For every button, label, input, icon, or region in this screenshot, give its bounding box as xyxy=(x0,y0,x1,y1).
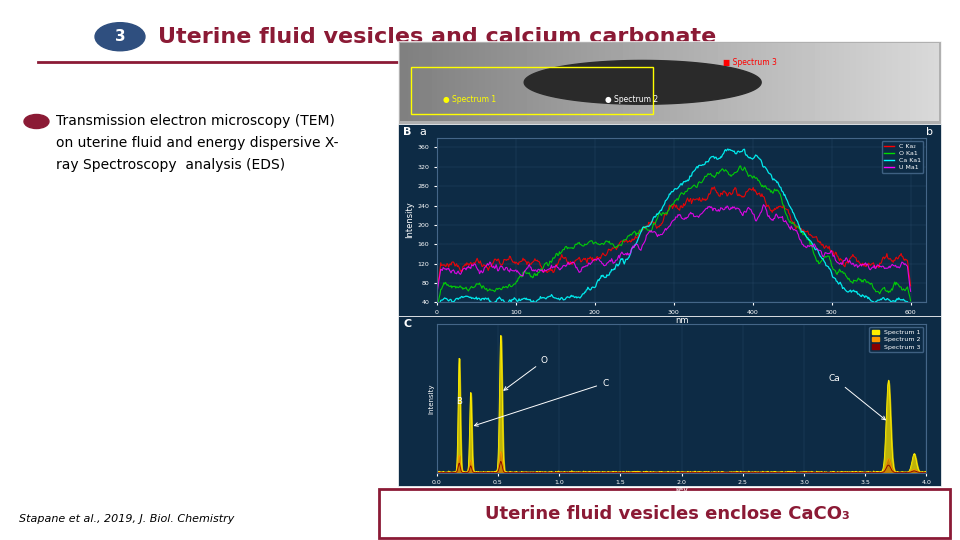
Text: b: b xyxy=(926,43,933,53)
Y-axis label: Intensity: Intensity xyxy=(428,383,434,414)
Bar xyxy=(411,66,654,114)
X-axis label: nm: nm xyxy=(675,316,688,326)
Text: b: b xyxy=(926,127,933,137)
Text: Uterine fluid vesicles and calcium carbonate: Uterine fluid vesicles and calcium carbo… xyxy=(158,26,717,47)
Text: ray Spectroscopy  analysis (EDS): ray Spectroscopy analysis (EDS) xyxy=(56,158,285,172)
Text: Uterine fluid vesicles enclose CaCO₃: Uterine fluid vesicles enclose CaCO₃ xyxy=(485,504,850,523)
Text: Ca: Ca xyxy=(828,374,885,420)
Text: ● Spectrum 1: ● Spectrum 1 xyxy=(444,95,496,104)
Text: B: B xyxy=(456,397,462,406)
Polygon shape xyxy=(524,60,761,104)
Circle shape xyxy=(95,23,145,51)
Text: ■ Spectrum 3: ■ Spectrum 3 xyxy=(724,58,778,67)
Text: A: A xyxy=(403,43,412,53)
Text: C: C xyxy=(474,379,609,426)
FancyBboxPatch shape xyxy=(398,124,941,316)
Text: Transmission electron microscopy (TEM): Transmission electron microscopy (TEM) xyxy=(56,114,334,129)
Legend: C Ka₂, O Ka1, Ca Ka1, U Ma1: C Ka₂, O Ka1, Ca Ka1, U Ma1 xyxy=(882,141,924,173)
Text: a: a xyxy=(420,127,426,137)
Y-axis label: Intensity: Intensity xyxy=(405,201,415,239)
Circle shape xyxy=(24,114,49,129)
Legend: Spectrum 1, Spectrum 2, Spectrum 3: Spectrum 1, Spectrum 2, Spectrum 3 xyxy=(869,327,924,352)
Text: 3: 3 xyxy=(114,29,126,44)
FancyBboxPatch shape xyxy=(398,316,941,486)
Text: C: C xyxy=(403,319,411,329)
FancyBboxPatch shape xyxy=(379,489,950,538)
Text: B: B xyxy=(403,127,412,137)
Text: a: a xyxy=(420,43,426,53)
X-axis label: keV: keV xyxy=(675,487,688,492)
Text: ● Spectrum 2: ● Spectrum 2 xyxy=(605,95,659,104)
FancyBboxPatch shape xyxy=(398,40,941,124)
Text: O: O xyxy=(504,356,548,390)
Text: Stapane et al., 2019, J. Biol. Chemistry: Stapane et al., 2019, J. Biol. Chemistry xyxy=(19,515,234,524)
Text: on uterine fluid and energy dispersive X-: on uterine fluid and energy dispersive X… xyxy=(56,136,338,150)
